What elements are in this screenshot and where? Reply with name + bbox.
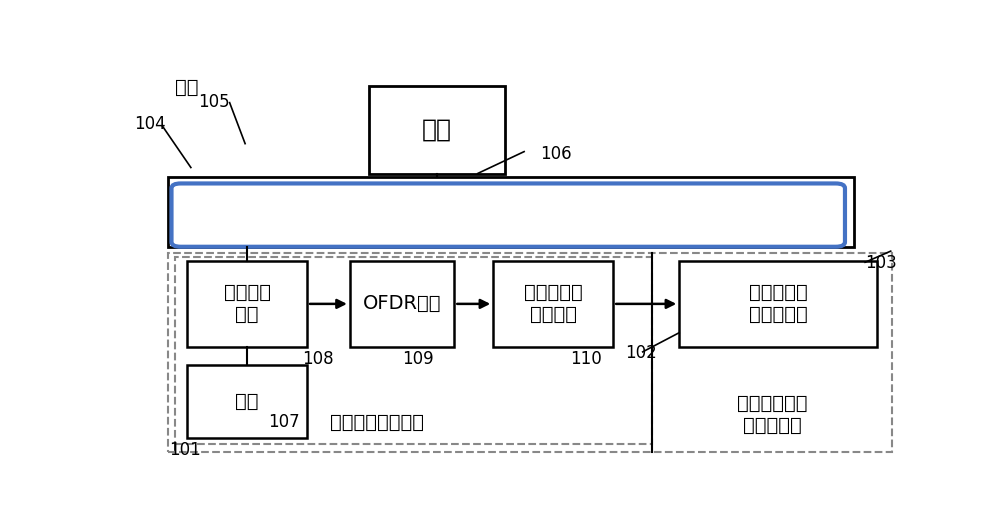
Bar <box>175 257 652 444</box>
Bar <box>187 261 307 347</box>
Text: 103: 103 <box>865 254 897 272</box>
Text: 101: 101 <box>169 441 201 459</box>
Bar <box>168 253 892 452</box>
Bar <box>168 177 854 247</box>
Text: 102: 102 <box>625 344 657 362</box>
Text: 105: 105 <box>199 93 230 111</box>
Text: 分区列车运
行控制系统: 分区列车运 行控制系统 <box>749 283 807 324</box>
Bar <box>187 364 307 438</box>
FancyBboxPatch shape <box>172 184 845 247</box>
Bar <box>369 86 505 174</box>
Text: 104: 104 <box>134 115 166 133</box>
Text: 车辆: 车辆 <box>422 118 452 142</box>
Text: 106: 106 <box>540 145 571 163</box>
Text: 110: 110 <box>571 349 602 368</box>
Text: 109: 109 <box>402 349 434 368</box>
Text: OFDR主机: OFDR主机 <box>363 294 441 313</box>
Text: 信号探测
装置: 信号探测 装置 <box>224 283 271 324</box>
Bar <box>350 261 454 347</box>
Text: 磁浮列车定位系统: 磁浮列车定位系统 <box>330 413 424 432</box>
Text: 数字信号处
理子系统: 数字信号处 理子系统 <box>524 283 583 324</box>
Text: 列车运行控制
系统设备室: 列车运行控制 系统设备室 <box>737 394 807 435</box>
Text: 光缆: 光缆 <box>175 79 199 97</box>
Text: 107: 107 <box>268 413 300 431</box>
Text: 光源: 光源 <box>235 392 259 411</box>
Text: 108: 108 <box>302 349 333 368</box>
Bar <box>493 261 613 347</box>
Bar <box>679 261 877 347</box>
